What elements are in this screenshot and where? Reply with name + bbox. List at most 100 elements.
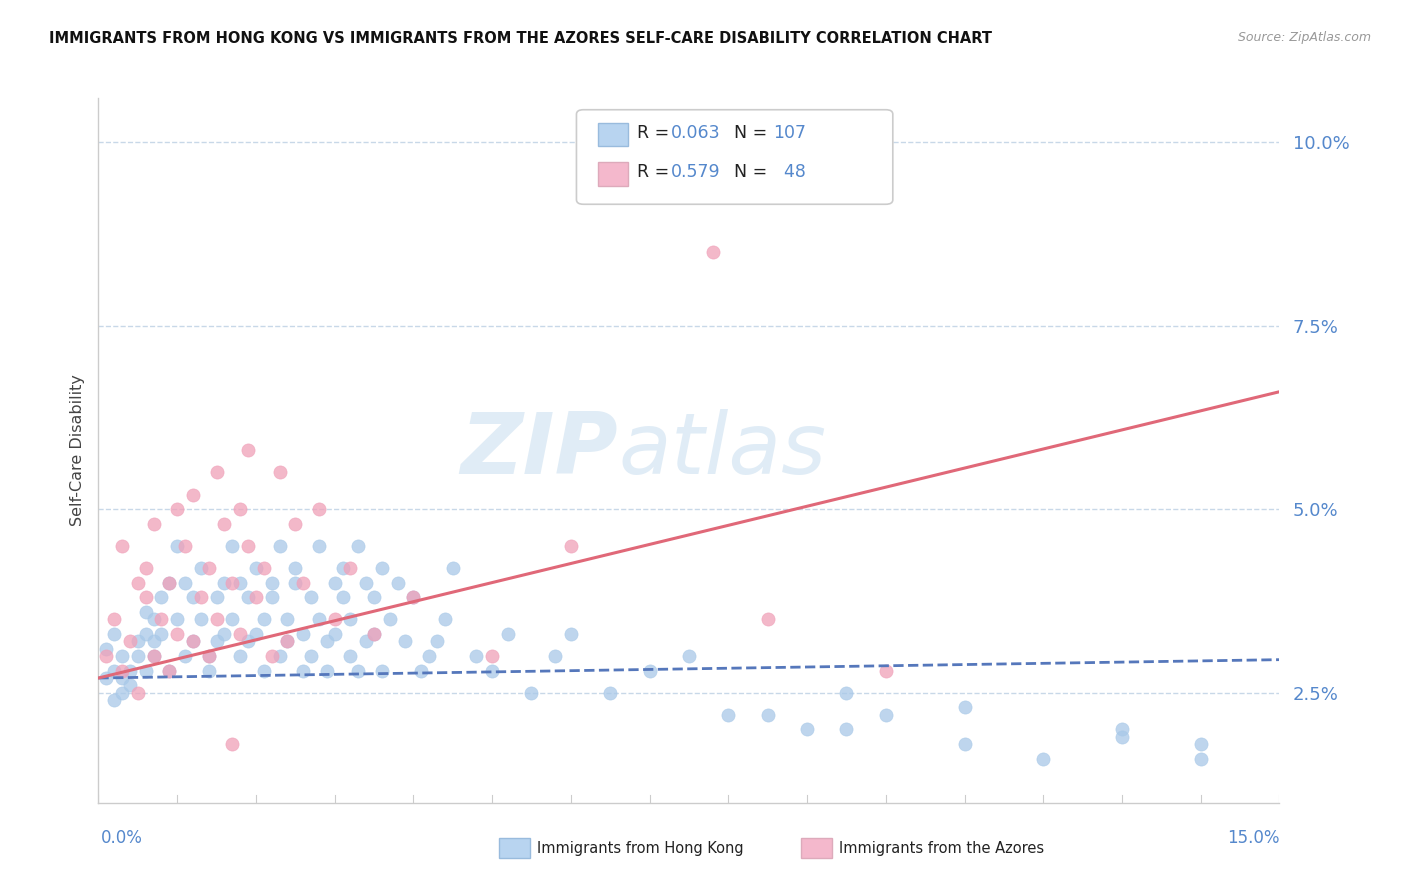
Point [245,591,267,605]
Point [205,466,228,480]
Point [481,664,503,678]
Point [245,627,267,641]
Point [308,502,330,516]
Point [465,648,488,663]
Point [339,561,361,575]
Point [103,693,125,707]
Text: Immigrants from Hong Kong: Immigrants from Hong Kong [537,841,744,855]
Point [229,502,252,516]
Text: 0.0%: 0.0% [101,829,143,847]
Text: 48: 48 [773,163,806,181]
Point [190,612,212,626]
Point [142,648,165,663]
Point [103,612,125,626]
Point [142,612,165,626]
Point [214,516,236,531]
Point [190,561,212,575]
Point [111,664,134,678]
Point [142,516,165,531]
Point [426,634,449,648]
Point [315,664,337,678]
Point [308,539,330,553]
Point [142,648,165,663]
Point [875,707,897,722]
Point [197,648,219,663]
Point [245,561,267,575]
Point [1111,723,1133,737]
Point [276,634,298,648]
Point [363,627,385,641]
Point [197,561,219,575]
Point [717,707,740,722]
Point [756,707,779,722]
Point [221,575,243,590]
Y-axis label: Self-Care Disability: Self-Care Disability [69,375,84,526]
Point [323,612,346,626]
Point [103,627,125,641]
Point [166,539,188,553]
Point [678,648,700,663]
Point [1032,752,1054,766]
Point [875,664,897,678]
Text: Source: ZipAtlas.com: Source: ZipAtlas.com [1237,31,1371,45]
Point [339,612,361,626]
Point [111,686,134,700]
Point [269,466,291,480]
Point [332,561,354,575]
Point [157,575,180,590]
Point [702,245,724,260]
Text: 107: 107 [773,124,806,142]
Point [174,539,197,553]
Point [111,539,134,553]
Point [135,627,157,641]
Point [378,612,401,626]
Point [111,671,134,685]
Point [418,648,440,663]
Point [205,591,228,605]
Point [292,664,315,678]
Text: R =: R = [637,163,675,181]
Text: N =: N = [734,124,773,142]
Point [96,671,118,685]
Point [135,605,157,619]
Text: R =: R = [637,124,675,142]
Point [157,575,180,590]
Point [229,627,252,641]
Point [292,627,315,641]
Point [354,575,377,590]
Point [253,612,276,626]
Point [299,648,322,663]
Point [181,487,204,501]
Point [96,648,118,663]
Text: 0.063: 0.063 [671,124,720,142]
Point [276,612,298,626]
Point [402,591,425,605]
Point [339,648,361,663]
Point [96,641,118,656]
Point [387,575,409,590]
Point [441,561,464,575]
Point [1111,730,1133,744]
Point [332,591,354,605]
Point [127,575,149,590]
Text: 15.0%: 15.0% [1227,829,1279,847]
Point [127,648,149,663]
Point [190,591,212,605]
Point [221,539,243,553]
Point [354,634,377,648]
Point [394,634,416,648]
Point [221,612,243,626]
Point [284,575,307,590]
Point [260,591,283,605]
Point [323,627,346,641]
Point [181,634,204,648]
Point [174,575,197,590]
Point [253,561,276,575]
Point [284,516,307,531]
Point [174,648,197,663]
Point [166,627,188,641]
Point [560,539,582,553]
Point [150,591,173,605]
Point [269,539,291,553]
Point [481,648,503,663]
